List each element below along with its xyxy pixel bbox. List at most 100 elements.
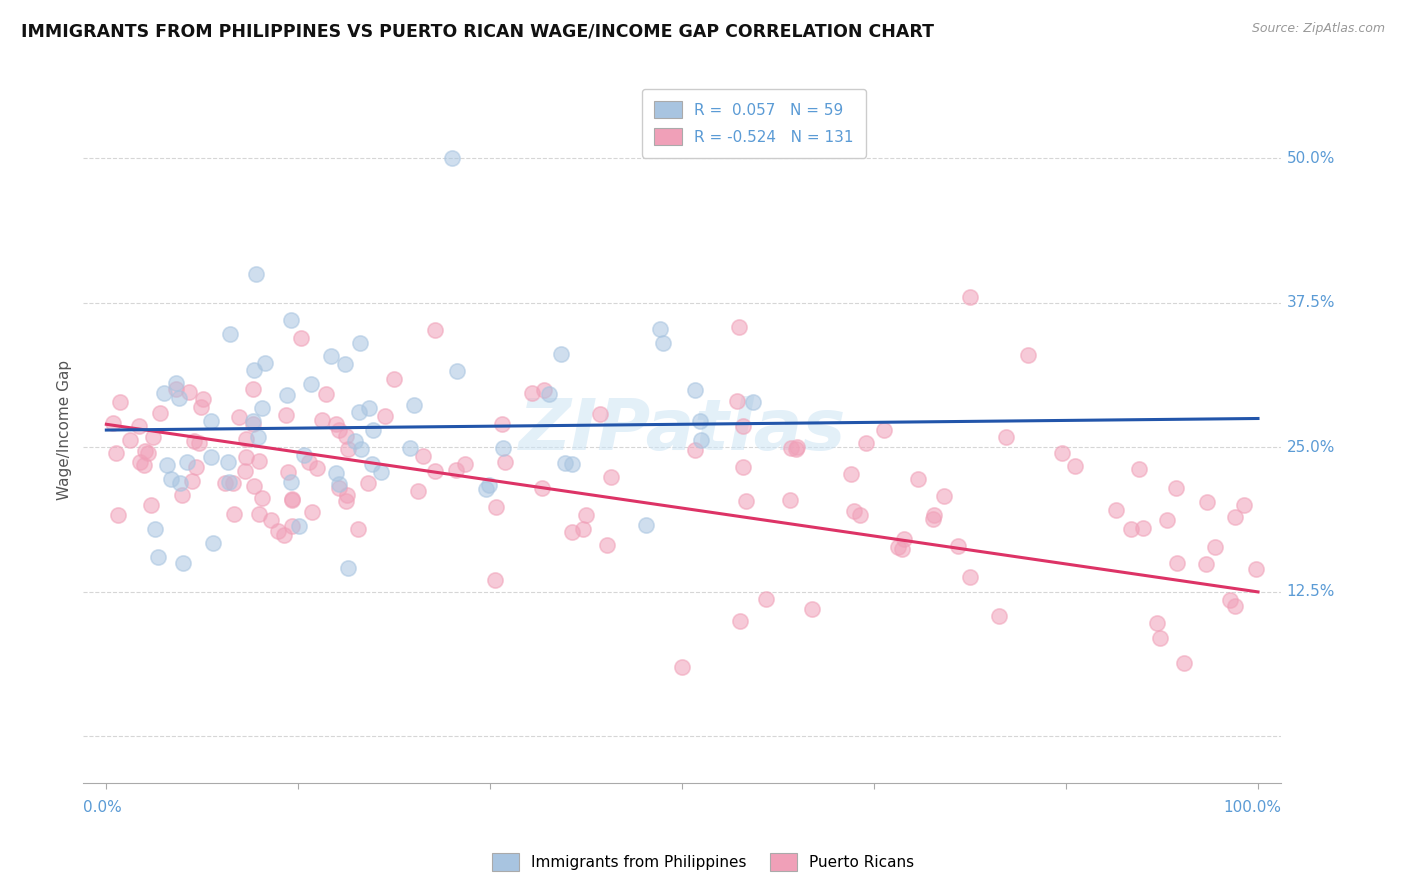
Point: [214, 475, 236, 490]
Point: [301, 506, 323, 520]
Point: [183, 434, 205, 449]
Point: [423, 323, 446, 337]
Point: [1246, 562, 1268, 576]
Point: [374, 409, 396, 423]
Point: [689, 433, 711, 447]
Point: [357, 401, 380, 416]
Point: [274, 409, 297, 423]
Point: [184, 460, 207, 475]
Point: [575, 508, 598, 523]
Point: [152, 386, 174, 401]
Point: [253, 356, 276, 370]
Point: [406, 483, 429, 498]
Point: [169, 391, 191, 405]
Point: [242, 417, 264, 432]
Point: [522, 385, 544, 400]
Point: [250, 401, 273, 416]
Point: [132, 458, 155, 472]
Point: [176, 455, 198, 469]
Text: 37.5%: 37.5%: [1286, 295, 1336, 310]
Point: [1156, 513, 1178, 527]
Point: [242, 382, 264, 396]
Point: [267, 524, 290, 538]
Point: [561, 457, 583, 471]
Point: [689, 414, 711, 428]
Point: [350, 442, 373, 456]
Point: [172, 488, 194, 502]
Point: [335, 494, 357, 508]
Point: [361, 423, 384, 437]
Point: [273, 528, 295, 542]
Point: [728, 614, 751, 628]
Point: [108, 395, 131, 409]
Point: [128, 455, 150, 469]
Point: [1219, 593, 1241, 607]
Point: [444, 462, 467, 476]
Point: [200, 414, 222, 428]
Point: [143, 522, 166, 536]
Point: [276, 387, 298, 401]
Point: [1223, 509, 1246, 524]
Point: [382, 372, 405, 386]
Point: [128, 419, 150, 434]
Point: [155, 458, 177, 473]
Point: [839, 467, 862, 482]
Point: [357, 476, 380, 491]
Point: [671, 660, 693, 674]
Point: [651, 336, 673, 351]
Point: [959, 570, 981, 584]
Point: [247, 507, 270, 521]
Text: ZIPatlas: ZIPatlas: [519, 395, 846, 465]
Point: [995, 430, 1018, 444]
Point: [335, 429, 357, 443]
Point: [446, 364, 468, 378]
Point: [492, 441, 515, 455]
Point: [725, 393, 748, 408]
Point: [305, 460, 328, 475]
Point: [190, 401, 212, 415]
Point: [786, 441, 808, 455]
Text: 50.0%: 50.0%: [1286, 151, 1336, 166]
Point: [104, 445, 127, 459]
Point: [572, 522, 595, 536]
Point: [893, 532, 915, 546]
Point: [260, 513, 283, 527]
Point: [531, 481, 554, 495]
Point: [325, 417, 347, 431]
Point: [136, 445, 159, 459]
Point: [160, 472, 183, 486]
Point: [755, 592, 778, 607]
Point: [202, 535, 225, 549]
Point: [281, 492, 304, 507]
Point: [440, 152, 463, 166]
Point: [336, 487, 359, 501]
Point: [742, 395, 765, 409]
Point: [1197, 494, 1219, 508]
Point: [589, 407, 612, 421]
Point: [1105, 503, 1128, 517]
Point: [299, 377, 322, 392]
Point: [648, 322, 671, 336]
Point: [855, 436, 877, 450]
Point: [243, 362, 266, 376]
Point: [561, 525, 583, 540]
Point: [728, 319, 751, 334]
Point: [398, 442, 420, 456]
Point: [731, 418, 754, 433]
Point: [222, 476, 245, 491]
Point: [325, 466, 347, 480]
Point: [361, 457, 384, 471]
Text: 0.0%: 0.0%: [83, 800, 122, 815]
Point: [484, 574, 506, 588]
Point: [402, 398, 425, 412]
Point: [242, 414, 264, 428]
Point: [550, 347, 572, 361]
Text: 100.0%: 100.0%: [1223, 800, 1281, 815]
Point: [347, 405, 370, 419]
Point: [177, 384, 200, 399]
Point: [250, 491, 273, 506]
Point: [533, 383, 555, 397]
Point: [494, 455, 516, 469]
Point: [172, 556, 194, 570]
Point: [907, 472, 929, 486]
